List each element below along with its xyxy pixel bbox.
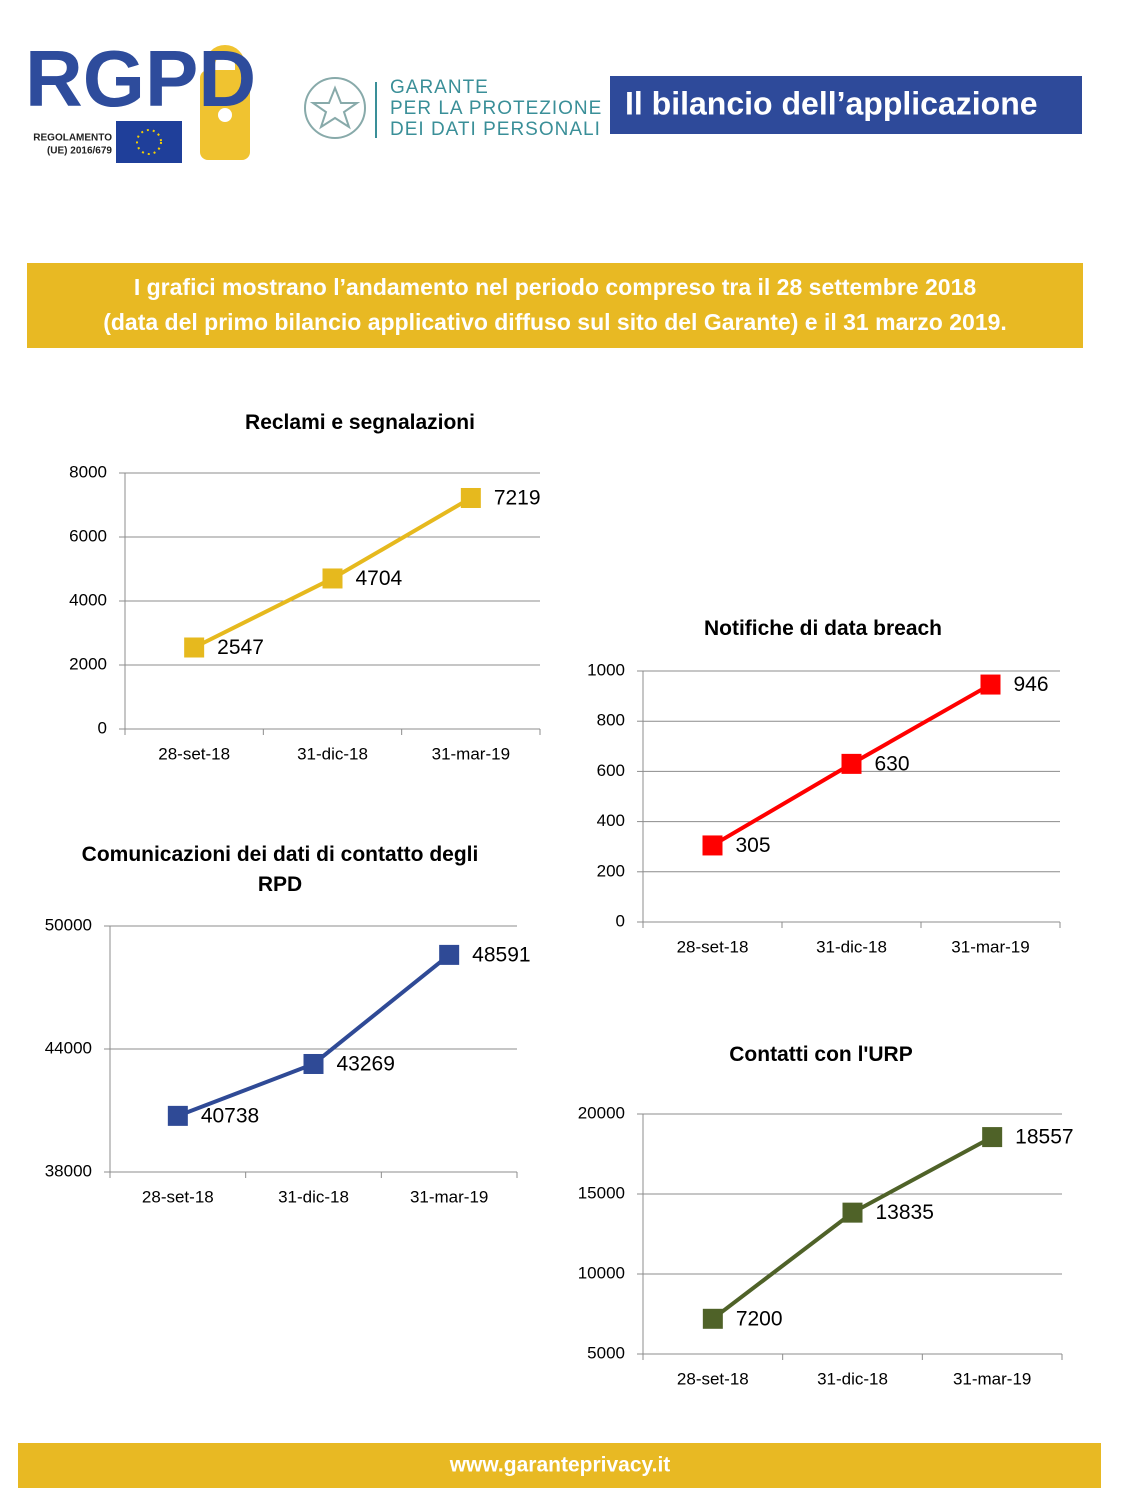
y-tick-label: 400 [597,811,625,830]
y-tick-label: 5000 [587,1343,625,1362]
data-label: 4704 [356,567,403,590]
y-tick-label: 200 [597,861,625,880]
marker [303,1053,324,1074]
y-tick-label: 20000 [578,1103,625,1122]
emblem-ring [304,77,366,139]
data-label: 7219 [494,487,541,510]
chart-title: Reclami e segnalazioni [245,411,475,434]
y-tick-label: 4000 [69,590,107,609]
y-tick-label: 44000 [45,1038,92,1057]
authority-line: DEI DATI PERSONALI [390,119,601,140]
intro-band [27,263,1083,348]
intro-line: I grafici mostrano l’andamento nel perio… [134,274,977,300]
x-tick-label: 28-set-18 [677,937,749,956]
x-tick-label: 31-mar-19 [410,1187,488,1206]
marker [460,487,481,508]
x-tick-label: 31-mar-19 [951,937,1029,956]
y-tick-label: 2000 [69,654,107,673]
y-tick-label: 50000 [45,915,92,934]
data-label: 40738 [201,1104,259,1127]
data-label: 946 [1014,673,1049,696]
y-tick-label: 1000 [587,660,625,679]
authority-line: GARANTE [390,77,489,98]
chart-title: Notifiche di data breach [703,617,943,640]
y-tick-label: 38000 [45,1161,92,1180]
x-tick-label: 31-dic-18 [278,1187,349,1206]
y-tick-label: 0 [98,718,107,737]
emblem-star [309,85,361,130]
x-tick-label: 31-dic-18 [297,744,368,763]
keyhole [218,108,232,122]
intro-line: (data del primo bilancio applicativo dif… [103,309,1007,335]
marker [702,835,723,856]
rgpd-logo: RGPD REGOLAMENTO (UE) 2016/679 [25,34,256,163]
data-label: 7200 [736,1307,783,1330]
logo-text: RGPD [25,34,256,123]
page-title: Il bilancio dell’applicazione [625,85,1038,121]
y-tick-label: 800 [597,711,625,730]
x-tick-label: 31-mar-19 [953,1369,1031,1388]
padlock-shackle [205,45,245,90]
marker [982,1127,1003,1148]
x-tick-label: 31-dic-18 [816,937,887,956]
marker [702,1308,723,1329]
data-label: 13835 [876,1201,934,1224]
marker [167,1105,188,1126]
data-label: 18557 [1015,1126,1073,1149]
title-box [610,76,1082,134]
emblem: GARANTE PER LA PROTEZIONE DEI DATI PERSO… [304,77,602,140]
y-tick-label: 6000 [69,526,107,545]
y-tick-label: 8000 [69,462,107,481]
logo-line: (UE) 2016/679 [47,146,112,157]
data-label: 2547 [217,636,264,659]
marker [184,637,205,658]
data-line [177,953,451,1118]
footer-band [18,1443,1101,1488]
marker [439,944,460,965]
x-tick-label: 28-set-18 [142,1187,214,1206]
y-tick-label: 0 [616,911,625,930]
data-label: 43269 [337,1053,395,1076]
y-tick-label: 10000 [578,1263,625,1282]
data-label: 305 [736,834,771,857]
x-tick-label: 31-dic-18 [817,1369,888,1388]
chart-title: Contatti con l'URP [729,1043,913,1066]
marker [322,568,343,589]
x-tick-label: 28-set-18 [158,744,230,763]
eu-stars [136,129,162,155]
marker [841,753,862,774]
y-tick-label: 600 [597,761,625,780]
x-tick-label: 31-mar-19 [432,744,510,763]
authority-line: PER LA PROTEZIONE [390,98,602,119]
logo-line: REGOLAMENTO [33,133,112,144]
data-label: 48591 [472,943,530,966]
y-tick-label: 15000 [578,1183,625,1202]
eu-flag [116,121,182,163]
chart-title: Comunicazioni dei dati di contatto degli… [81,843,479,896]
data-label: 630 [875,752,910,775]
marker [980,674,1001,695]
marker [842,1202,863,1223]
data-line [711,1135,994,1321]
footer-url: www.garanteprivacy.it [449,1454,671,1477]
x-tick-label: 28-set-18 [677,1369,749,1388]
